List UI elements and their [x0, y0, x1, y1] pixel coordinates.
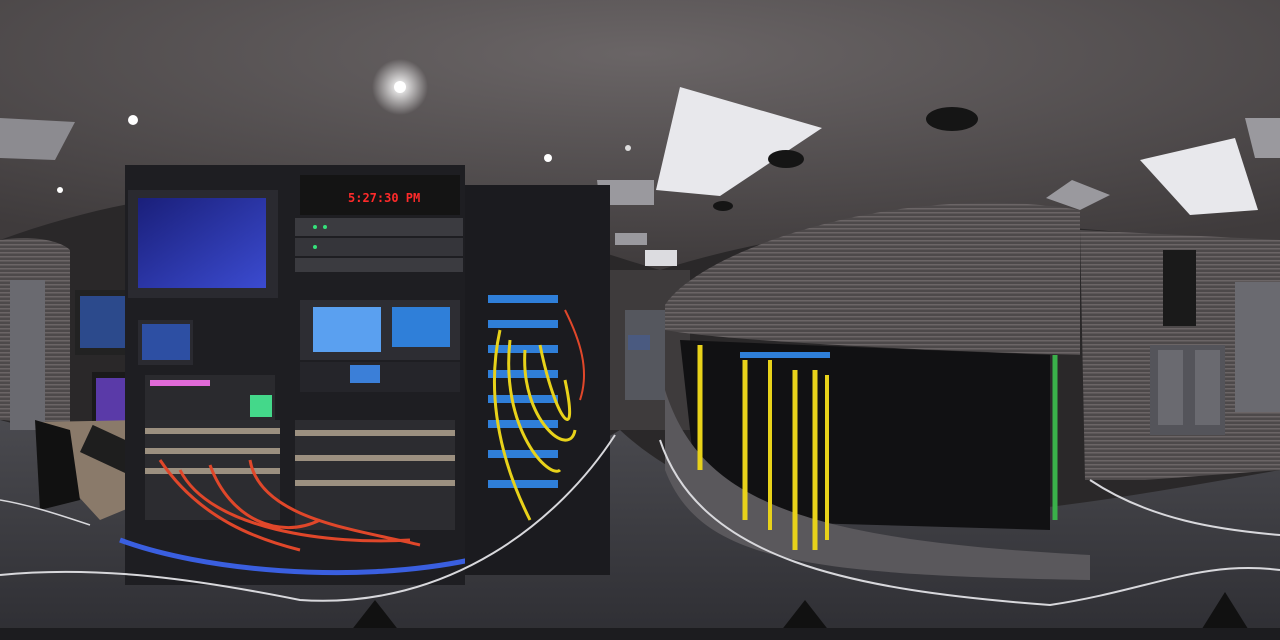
curved-wall-panel: [665, 202, 1080, 355]
hanging-fiber-cables: [697, 345, 1058, 550]
floor-line: [1089, 479, 1280, 536]
cabinet-base: [665, 390, 1090, 580]
ceiling-vent: [0, 118, 75, 160]
orange-cable-bundle: [158, 459, 421, 552]
patch-bay: [145, 420, 455, 530]
right-doorway: [1235, 282, 1280, 412]
clock-display: [300, 175, 460, 215]
left-doorway: [10, 280, 45, 430]
router-unit: [295, 218, 463, 236]
chair-base: [1200, 592, 1250, 632]
waveform-screen: [392, 307, 450, 347]
electrical-panel-door: [1158, 350, 1183, 425]
floor-line: [659, 439, 1280, 607]
ceiling-light: [544, 154, 552, 162]
status-led: [313, 245, 317, 249]
status-led: [323, 225, 327, 229]
floor-line: [0, 499, 91, 526]
electrical-panel-door: [1195, 350, 1220, 425]
clock-time: 5:27:30 PM: [348, 191, 420, 205]
back-doorway: [625, 310, 665, 400]
ceiling-light: [128, 115, 138, 125]
cabinet-recess: [680, 340, 1050, 530]
status-led: [313, 225, 317, 229]
chair-base: [780, 600, 830, 632]
ceiling-speaker: [926, 107, 978, 131]
ceiling-vent: [615, 233, 647, 245]
rack-base-light: [119, 537, 471, 576]
router-unit: [295, 238, 463, 256]
ceiling-panel: [645, 250, 677, 266]
panel-button: [250, 395, 272, 417]
floor-line: [0, 434, 616, 602]
chair-base: [350, 600, 400, 632]
fiber-patch-panels: [488, 295, 558, 488]
ceiling-vent: [1245, 118, 1280, 158]
ceiling-vent: [1046, 180, 1110, 210]
ceiling-light: [625, 145, 631, 151]
ceiling-speaker: [768, 150, 804, 168]
ceiling-vent: [597, 180, 654, 205]
bottom-edge: [0, 628, 1280, 640]
office-chair: [35, 420, 80, 510]
small-monitor-screen: [142, 324, 190, 360]
ceiling-speaker: [713, 201, 733, 211]
waveform-screen: [313, 307, 381, 352]
ceiling-light: [394, 81, 406, 93]
ceiling-light: [57, 187, 63, 193]
keyboard: [80, 424, 138, 474]
yellow-fiber-bundle: [492, 329, 577, 521]
router-unit: [295, 258, 463, 272]
back-monitor: [628, 335, 650, 350]
ceiling-panel: [1140, 138, 1258, 215]
side-monitor-screen: [80, 296, 130, 348]
fiber-rack: [465, 185, 610, 575]
panel-button: [150, 380, 210, 386]
ceiling-panel: [656, 87, 822, 196]
red-fiber-bundle: [564, 309, 586, 401]
audio-screen: [350, 365, 380, 383]
control-plate: [1163, 250, 1196, 326]
large-monitor-screen: [138, 198, 266, 288]
ceiling: [0, 0, 1280, 270]
